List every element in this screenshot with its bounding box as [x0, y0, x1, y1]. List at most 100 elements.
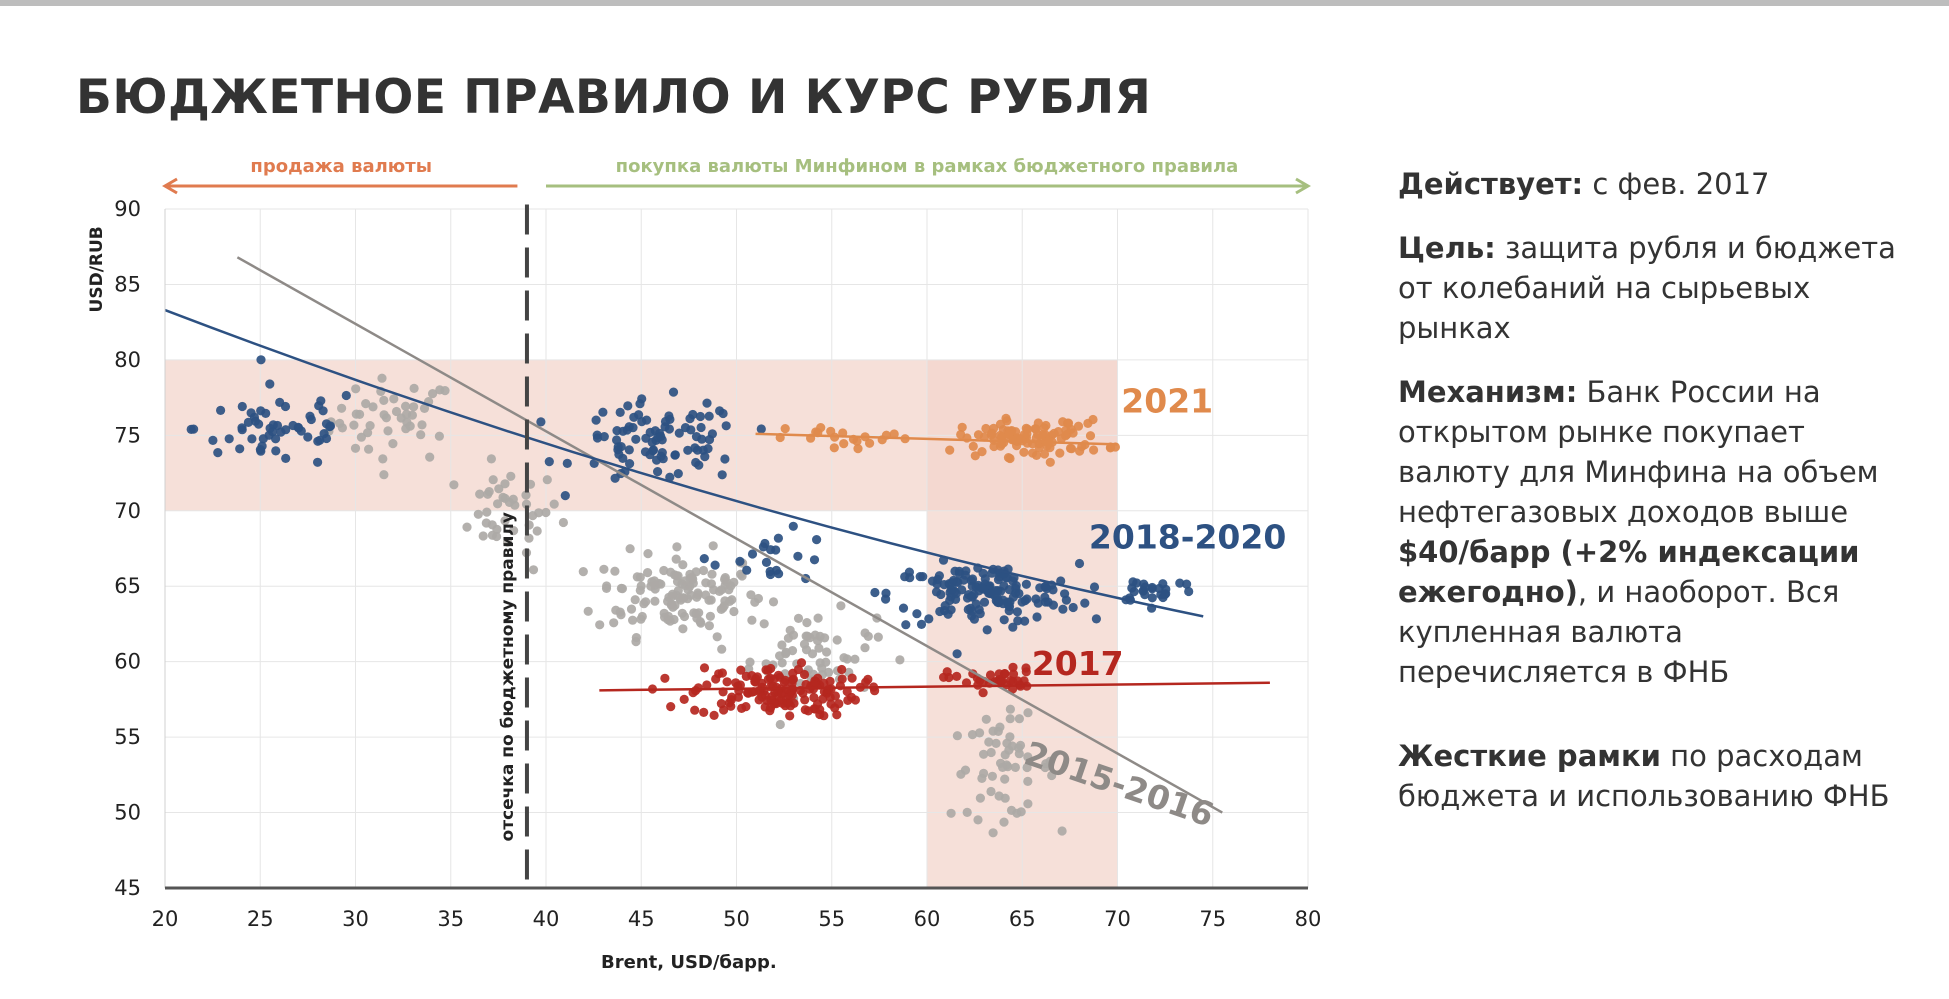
data-point: [980, 574, 990, 584]
data-point: [378, 454, 388, 464]
data-point: [842, 686, 852, 697]
x-tick-label: 40: [533, 907, 560, 931]
y-tick-label: 60: [114, 650, 141, 674]
data-point: [962, 807, 972, 818]
data-point: [708, 541, 718, 551]
data-point: [829, 443, 839, 453]
data-point: [1023, 799, 1033, 809]
info-constraints: Жесткие рамки по расходам бюджета и испо…: [1398, 736, 1918, 816]
data-point: [632, 572, 642, 582]
data-point: [924, 614, 934, 624]
data-point: [349, 420, 359, 430]
data-point: [979, 597, 990, 607]
data-point: [1021, 663, 1031, 673]
data-point: [650, 426, 660, 436]
data-point: [799, 639, 810, 649]
data-point: [931, 587, 942, 597]
data-point: [578, 567, 588, 577]
data-point: [678, 624, 688, 634]
data-point: [617, 584, 628, 594]
data-point: [956, 429, 966, 440]
data-point: [1023, 776, 1033, 787]
data-point: [967, 592, 978, 602]
data-point: [493, 499, 503, 509]
info-goal-text: защита рубля и бюджета от колебаний на с…: [1398, 231, 1896, 345]
data-point: [1075, 446, 1085, 456]
arrow-label-0: продажа валюты: [250, 156, 432, 177]
data-point: [793, 613, 804, 624]
data-point: [759, 619, 769, 629]
arrow-head-1: [1295, 177, 1311, 195]
data-point: [434, 431, 444, 441]
data-point: [860, 643, 870, 653]
y-tick-label: 85: [114, 272, 141, 296]
data-point: [1008, 662, 1018, 672]
data-point: [1061, 425, 1071, 435]
data-point: [720, 574, 730, 585]
data-point: [1068, 602, 1078, 613]
data-point: [704, 411, 714, 421]
trend-line: [599, 681, 1270, 692]
data-point: [660, 673, 670, 683]
data-point: [793, 551, 803, 561]
data-point: [1035, 583, 1045, 593]
data-point: [659, 608, 669, 618]
data-point: [1022, 762, 1032, 773]
data-point: [1005, 704, 1016, 714]
data-point: [832, 635, 842, 645]
data-point: [364, 444, 374, 454]
data-point: [773, 670, 784, 680]
data-point: [473, 509, 483, 519]
data-point: [235, 444, 245, 454]
data-point: [639, 599, 649, 609]
data-point: [788, 674, 799, 684]
data-point: [667, 589, 678, 599]
data-point: [916, 619, 927, 630]
data-point: [628, 615, 638, 625]
data-point: [968, 441, 978, 451]
data-point: [335, 418, 345, 428]
data-point: [768, 597, 779, 607]
data-point: [1080, 598, 1090, 608]
data-point: [623, 401, 633, 411]
data-point: [746, 590, 756, 600]
data-point: [636, 614, 646, 624]
data-point: [839, 653, 849, 663]
data-point: [409, 402, 419, 412]
data-point: [630, 595, 640, 605]
data-point: [967, 611, 977, 621]
data-point: [351, 409, 361, 419]
data-point: [853, 444, 863, 454]
data-point: [940, 601, 950, 611]
data-point: [995, 722, 1005, 732]
info-mechanism-text-2: , и наоборот. Вся купленная валюта переч…: [1398, 575, 1840, 689]
data-point: [988, 726, 998, 736]
x-tick-label: 45: [628, 907, 655, 931]
data-point: [1004, 585, 1014, 595]
data-point: [256, 355, 266, 365]
series-label: 2021: [1121, 382, 1213, 421]
data-point: [296, 426, 306, 436]
data-point: [742, 565, 752, 575]
data-point: [1147, 593, 1157, 603]
data-point: [368, 402, 378, 412]
data-point: [506, 471, 516, 481]
data-point: [716, 699, 727, 709]
y-tick-label: 55: [114, 725, 141, 749]
data-point: [1023, 752, 1033, 762]
data-point: [837, 664, 847, 675]
data-point: [631, 434, 641, 444]
data-point: [337, 403, 347, 413]
data-point: [796, 658, 807, 668]
page-title: БЮДЖЕТНОЕ ПРАВИЛО И КУРС РУБЛЯ: [76, 70, 1152, 125]
data-point: [689, 608, 699, 618]
data-point: [747, 615, 757, 625]
data-point: [642, 415, 652, 425]
data-point: [254, 419, 264, 429]
data-point: [624, 445, 634, 455]
info-mechanism-threshold: $40/барр (+2% индексации ежегодно): [1398, 535, 1860, 609]
data-point: [717, 644, 727, 654]
data-point: [843, 695, 853, 706]
data-point: [683, 585, 693, 595]
